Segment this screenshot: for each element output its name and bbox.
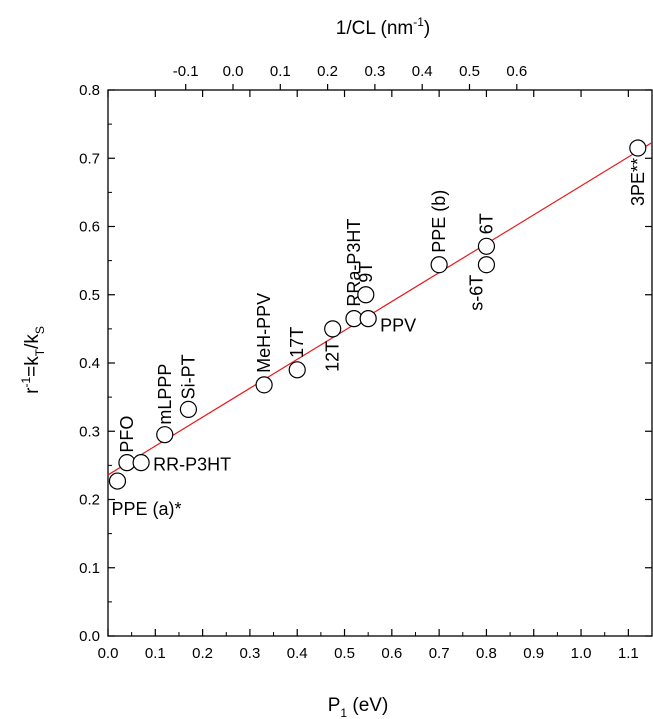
y-axis-title-slash: /k: [22, 334, 43, 349]
x-tick-label: 0.3: [239, 645, 260, 662]
x-axis-title-main: P: [328, 695, 341, 716]
y-tick-label: 0.1: [79, 560, 100, 577]
y-tick-label: 0.5: [79, 287, 100, 304]
data-point: [477, 237, 496, 255]
data-point-label: 12T: [323, 341, 343, 372]
x-axis-ticks: 0.0 0.1 0.2 0.3 0.4 0.5 0.6 0.7 0.8 0.9 1.0 1.1: [98, 90, 639, 662]
x-tick-label: 0.8: [476, 645, 497, 662]
x-tick-label: 0.9: [523, 645, 544, 662]
x-axis-title-sub: 1: [340, 706, 347, 719]
data-point-label: MeH-PPV: [254, 293, 274, 373]
data-point: [629, 139, 647, 157]
data-point-label: s-6T: [466, 275, 486, 311]
top-x-axis-title: 1/CL (nm-1): [336, 15, 430, 39]
data-point-label: RR-P3HT: [153, 455, 231, 475]
data-point: [108, 472, 127, 490]
data-point-label: 9T: [356, 262, 376, 283]
data-point: [179, 400, 198, 419]
top-x-tick-label: 0.3: [364, 63, 385, 80]
data-point-label: PPE (b): [429, 190, 449, 253]
top-x-axis-title-tail: ): [424, 18, 430, 39]
x-tick-label: 0.1: [145, 645, 166, 662]
data-point: [477, 256, 496, 274]
top-x-tick-label: 0.2: [317, 63, 338, 80]
data-point: [357, 286, 375, 304]
x-tick-label: 1.0: [571, 645, 592, 662]
y-tick-label: 0.8: [79, 82, 100, 99]
top-x-tick-label: 0.0: [223, 63, 244, 80]
data-point-label: Si-PT: [178, 354, 198, 399]
data-point-label: PPV: [380, 316, 416, 336]
top-x-tick-label: 0.6: [506, 63, 527, 80]
y-tick-label: 0.4: [79, 355, 100, 372]
x-tick-label: 0.2: [192, 645, 213, 662]
top-x-tick-label: 0.1: [270, 63, 291, 80]
data-point: [255, 376, 273, 394]
data-point-label: 6T: [476, 213, 496, 234]
y-tick-label: 0.3: [79, 423, 100, 440]
x-tick-label: 1.1: [618, 645, 639, 662]
data-point: [324, 320, 342, 338]
data-point-label: PFO: [117, 416, 137, 453]
data-points: PPE (a)* PFO RR-P3HT mLPPP Si-PT MeH-PPV 17T 12…: [108, 139, 648, 519]
top-x-axis-title-sup: -1: [413, 15, 424, 29]
data-point: [430, 256, 448, 274]
x-tick-label: 0.7: [429, 645, 450, 662]
x-tick-label: 0.6: [381, 645, 402, 662]
data-point-label: 17T: [287, 327, 307, 358]
y-axis-title-r-sup: -1: [19, 377, 33, 388]
y-tick-label: 0.6: [79, 219, 100, 236]
data-point: [132, 454, 150, 472]
y-axis-title-r: r: [22, 387, 43, 394]
top-x-axis-ticks: -0.1 0.0 0.1 0.2 0.3 0.4 0.5 0.6: [173, 63, 527, 90]
y-axis-title-t-sub: T: [33, 348, 47, 356]
data-point: [359, 310, 377, 328]
data-point-label: 3PE**: [628, 158, 648, 206]
top-x-axis-title-main: 1/CL (nm: [336, 18, 413, 39]
x-axis-title: P1 (eV): [328, 695, 389, 719]
top-x-tick-label: -0.1: [173, 63, 199, 80]
data-point: [288, 361, 306, 379]
fit-line-group: [107, 142, 653, 476]
x-tick-label: 0.0: [98, 645, 119, 662]
y-axis-ticks: 0.0 0.1 0.2 0.3 0.4 0.5 0.6 0.7 0.8: [79, 82, 652, 645]
y-tick-label: 0.7: [79, 150, 100, 167]
data-point-label: mLPPP: [155, 364, 175, 425]
x-tick-label: 0.4: [287, 645, 308, 662]
y-axis-title: r-1=kT/kS: [19, 326, 47, 394]
top-x-tick-label: 0.4: [412, 63, 433, 80]
y-tick-label: 0.2: [79, 492, 100, 509]
data-point: [156, 426, 174, 444]
top-x-tick-label: 0.5: [459, 63, 480, 80]
fit-line: [107, 142, 653, 476]
data-point-label: PPE (a)*: [111, 499, 181, 519]
y-axis-title-eq: =k: [22, 356, 43, 377]
y-tick-label: 0.0: [79, 628, 100, 645]
data-point-label: RRa-P3HT: [344, 219, 364, 307]
y-axis-title-s-sub: S: [33, 326, 47, 334]
x-tick-label: 0.5: [334, 645, 355, 662]
x-axis-title-tail: (eV): [347, 695, 388, 716]
